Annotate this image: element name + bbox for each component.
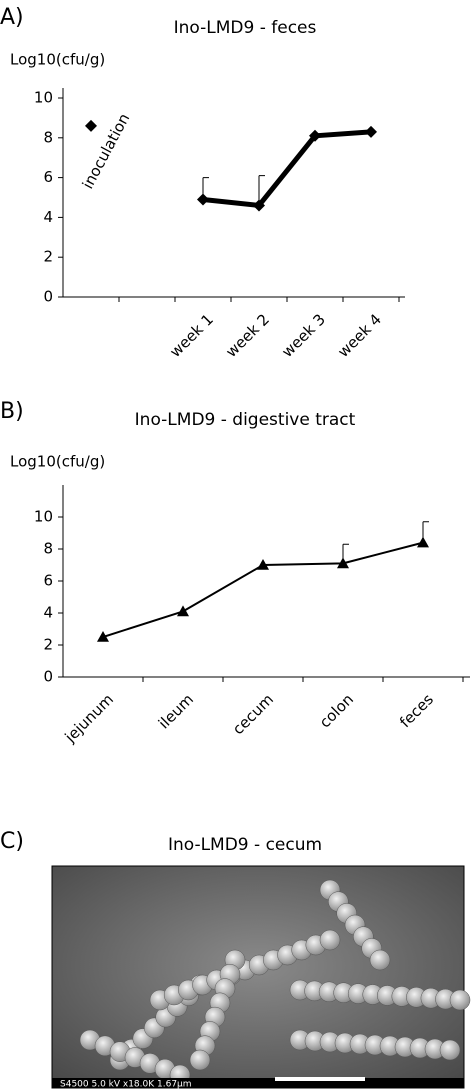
cell (319, 929, 341, 951)
x-tick-label: ileum (155, 690, 197, 732)
x-tick-label: week 2 (222, 310, 273, 361)
y-tick-label: 10 (34, 508, 53, 526)
y-tick-label: 4 (43, 208, 53, 226)
series-label: inoculation (79, 110, 134, 191)
x-tick-label: feces (396, 690, 437, 731)
y-axis-label: Log10(cfu/g) (10, 51, 105, 69)
x-tick-label: colon (316, 690, 357, 731)
x-tick-label: week 4 (334, 310, 385, 361)
y-tick-label: 2 (43, 636, 53, 654)
y-tick-label: 10 (34, 89, 53, 107)
cell (439, 1039, 461, 1061)
y-tick-label: 0 (43, 668, 53, 686)
y-tick-label: 8 (43, 540, 53, 558)
caption-bar (52, 1078, 464, 1088)
y-tick-label: 6 (43, 168, 53, 186)
data-line (102, 541, 424, 638)
y-tick-label: 2 (43, 248, 53, 266)
data-point (309, 129, 321, 142)
data-point (257, 559, 269, 570)
panel-label: A) (0, 5, 24, 30)
y-tick-label: 6 (43, 572, 53, 590)
panel-label: B) (0, 399, 24, 424)
data-point (97, 631, 109, 642)
data-point (197, 193, 209, 206)
chart-title: Ino-LMD9 - digestive tract (135, 410, 356, 430)
panel-label: C) (0, 829, 24, 854)
chart-title: Ino-LMD9 - feces (174, 18, 317, 38)
x-tick-label: week 3 (278, 310, 329, 361)
x-tick-label: cecum (229, 690, 277, 738)
x-tick-label: jejunum (61, 690, 117, 746)
cell (449, 989, 471, 1011)
image-panel: C) Ino-LMD9 - cecum S4500 5.0 kV x18.0K … (0, 829, 471, 1090)
data-point (177, 605, 189, 617)
data-line (202, 129, 372, 208)
x-tick-label: week 1 (166, 310, 217, 361)
panel-title: Ino-LMD9 - cecum (168, 835, 322, 855)
y-axis-label: Log10(cfu/g) (10, 453, 105, 471)
data-point (417, 536, 429, 548)
cell (369, 949, 391, 971)
cell (189, 1049, 211, 1071)
data-point (85, 119, 97, 132)
cells (79, 879, 471, 1086)
y-tick-label: 4 (43, 604, 53, 622)
data-point (253, 199, 265, 212)
data-point (365, 125, 377, 138)
data-point (337, 557, 349, 569)
scale-bar (275, 1077, 365, 1081)
y-tick-label: 8 (43, 128, 53, 146)
y-tick-label: 0 (43, 288, 53, 306)
caption: S4500 5.0 kV x18.0K 1.67μm (60, 1080, 192, 1090)
